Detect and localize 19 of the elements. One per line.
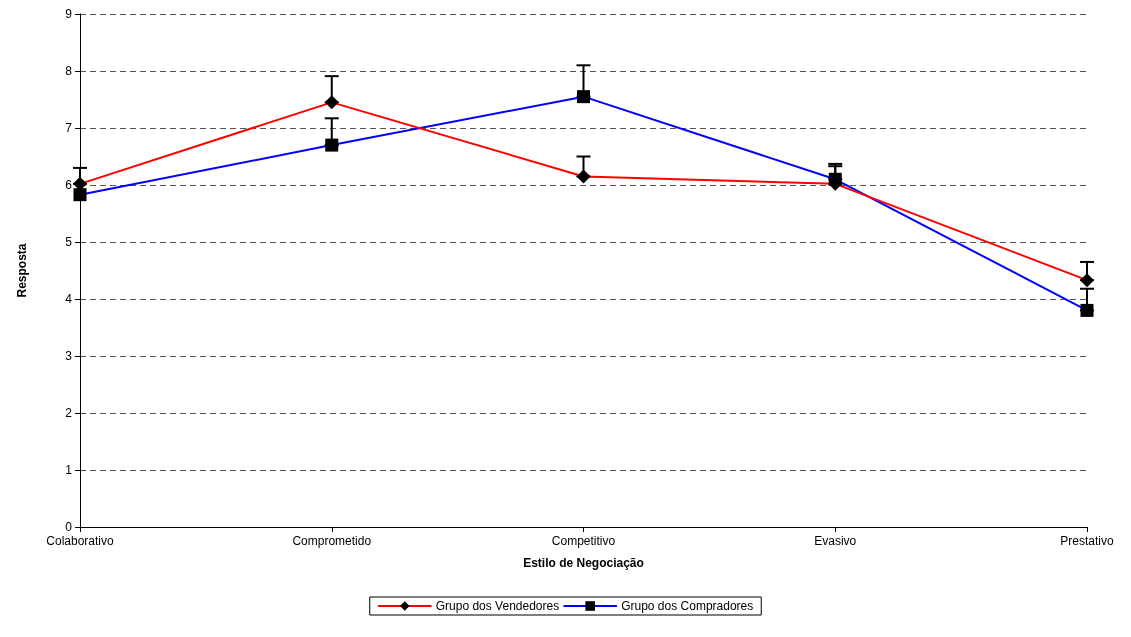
y-tick-label: 0: [65, 520, 73, 534]
y-tick-label: 3: [65, 349, 73, 363]
x-tick-label: Colaborativo: [46, 534, 115, 548]
x-tick-label: Comprometido: [292, 534, 372, 548]
y-axis-title: Resposta: [15, 243, 29, 298]
x-tick-label: Competitivo: [551, 534, 616, 548]
x-tick-label: Prestativo: [1060, 534, 1114, 548]
y-tick-label: 9: [65, 7, 73, 21]
x-tick-label: Evasivo: [814, 534, 857, 548]
y-tick-label: 1: [65, 463, 73, 477]
legend-label: Grupo dos Compradores: [621, 599, 754, 613]
y-tick-label: 5: [65, 235, 73, 249]
y-tick-label: 6: [65, 178, 73, 192]
legend-label: Grupo dos Vendedores: [435, 599, 560, 613]
y-tick-label: 8: [65, 64, 73, 78]
y-tick-label: 2: [65, 406, 73, 420]
y-tick-label: 7: [65, 121, 73, 135]
x-axis-title: Estilo de Negociação: [523, 556, 644, 570]
y-tick-label: 4: [65, 292, 73, 306]
